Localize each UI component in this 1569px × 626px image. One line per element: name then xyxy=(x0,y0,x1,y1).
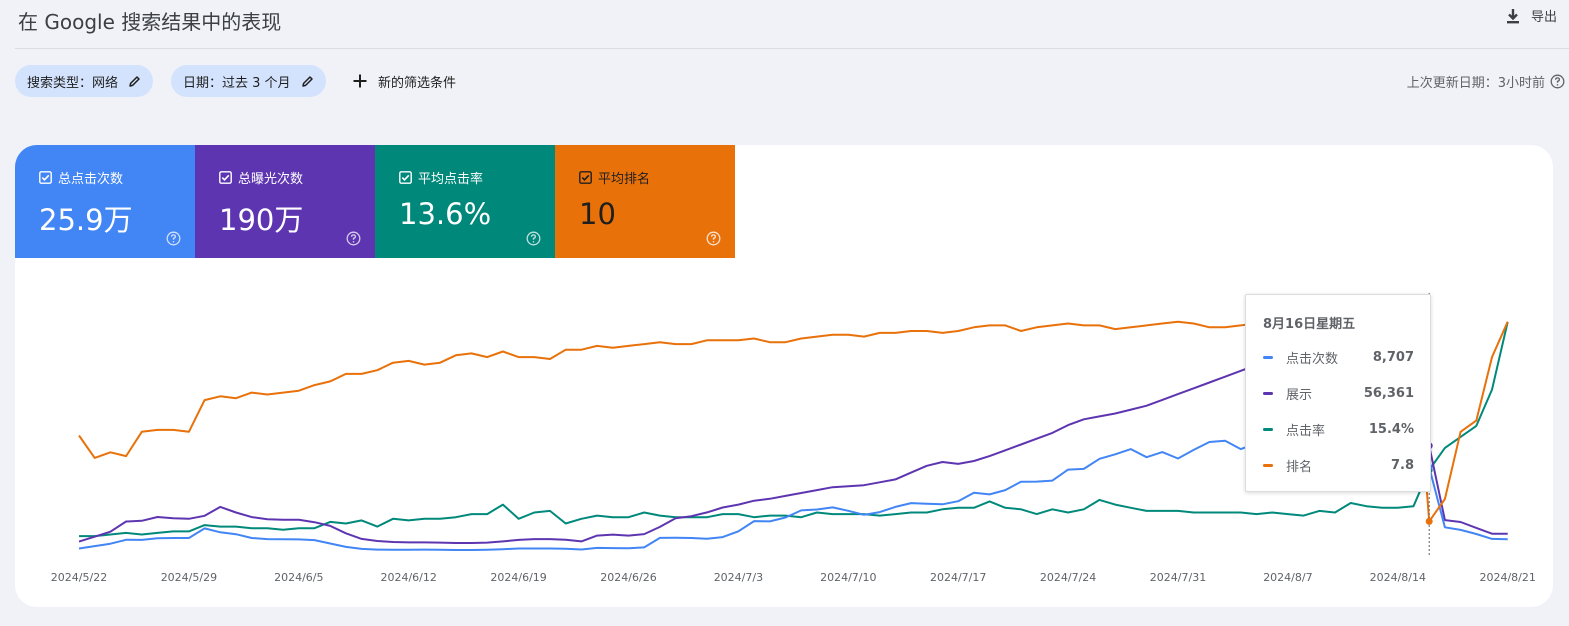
series-ctr-line xyxy=(79,321,1509,538)
x-tick-label: 2024/7/24 xyxy=(1040,571,1096,584)
tooltip-value: 7.8 xyxy=(1390,457,1414,473)
filter-chip-search-type[interactable]: 搜索类型：网络 xyxy=(15,65,154,97)
last-update-text: 上次更新日期：3小时前 xyxy=(1406,76,1545,91)
export-button[interactable]: 导出 xyxy=(1505,6,1557,25)
series-position-highlight-point xyxy=(1425,517,1433,525)
last-update: 上次更新日期：3小时前 xyxy=(1407,72,1565,91)
checkbox-checked-icon[interactable] xyxy=(579,171,592,184)
tooltip-row-position: 排名 7.8 xyxy=(1263,456,1414,475)
help-icon[interactable] xyxy=(706,231,721,246)
x-tick-label: 2024/7/10 xyxy=(820,571,876,584)
metric-value: 190万 xyxy=(219,203,304,237)
metric-label-text: 平均点击率 xyxy=(418,172,484,187)
help-icon[interactable] xyxy=(1550,74,1565,89)
filter-chip-label: 日期：过去 3 个月 xyxy=(183,75,291,91)
pencil-icon[interactable] xyxy=(128,75,141,88)
metric-card-impressions[interactable]: 总曝光次数 190万 xyxy=(195,145,375,258)
tooltip-value: 8,707 xyxy=(1372,349,1414,365)
x-tick-label: 2024/7/31 xyxy=(1150,571,1206,584)
x-tick-label: 2024/8/14 xyxy=(1370,571,1426,584)
metric-card-ctr[interactable]: 平均点击率 13.6% xyxy=(375,145,555,258)
add-filter-button[interactable]: 新的筛选条件 xyxy=(352,65,456,97)
filter-chip-date[interactable]: 日期：过去 3 个月 xyxy=(171,65,326,97)
tooltip-label: 点击次数 xyxy=(1286,351,1339,367)
add-filter-label: 新的筛选条件 xyxy=(378,75,457,91)
checkbox-checked-icon[interactable] xyxy=(39,171,52,184)
help-icon[interactable] xyxy=(346,231,361,246)
x-tick-label: 2024/8/21 xyxy=(1479,571,1535,584)
tooltip-value: 15.4% xyxy=(1368,421,1414,437)
metric-label: 总点击次数 xyxy=(39,168,123,187)
x-tick-label: 2024/6/19 xyxy=(490,571,546,584)
help-icon[interactable] xyxy=(526,231,541,246)
metric-value: 10 xyxy=(579,197,616,231)
tooltip-label: 排名 xyxy=(1286,459,1313,475)
x-tick-label: 2024/6/5 xyxy=(274,571,323,584)
metric-value: 25.9万 xyxy=(39,203,133,237)
help-icon[interactable] xyxy=(166,231,181,246)
tooltip-row-impressions: 展示 56,361 xyxy=(1263,384,1414,403)
tooltip-value: 56,361 xyxy=(1363,385,1414,401)
x-tick-label: 2024/7/17 xyxy=(930,571,986,584)
metric-card-position[interactable]: 平均排名 10 xyxy=(555,145,735,258)
x-tick-label: 2024/7/3 xyxy=(714,571,763,584)
pencil-icon[interactable] xyxy=(301,75,314,88)
legend-swatch xyxy=(1263,427,1273,431)
metric-label: 总曝光次数 xyxy=(219,168,303,187)
x-tick-label: 2024/5/29 xyxy=(161,571,217,584)
tooltip-row-ctr: 点击率 15.4% xyxy=(1263,420,1414,439)
chart-tooltip: 8月16日星期五 点击次数 8,707 展示 56,361 点击率 15.4% … xyxy=(1245,294,1431,492)
x-tick-label: 2024/6/12 xyxy=(380,571,436,584)
export-label: 导出 xyxy=(1530,10,1557,25)
tooltip-title: 8月16日星期五 xyxy=(1263,317,1356,332)
metric-label-text: 总曝光次数 xyxy=(238,172,304,187)
plus-icon xyxy=(353,74,367,88)
download-icon xyxy=(1506,8,1519,23)
metric-label: 平均排名 xyxy=(579,168,650,187)
checkbox-checked-icon[interactable] xyxy=(399,171,412,184)
tooltip-row-clicks: 点击次数 8,707 xyxy=(1263,348,1414,367)
x-tick-label: 2024/8/7 xyxy=(1263,571,1312,584)
filter-chip-label: 搜索类型：网络 xyxy=(27,75,119,91)
page-title: 在 Google 搜索结果中的表现 xyxy=(18,10,282,34)
x-tick-label: 2024/5/22 xyxy=(51,571,107,584)
metric-label-text: 平均排名 xyxy=(598,172,651,187)
metric-card-clicks[interactable]: 总点击次数 25.9万 xyxy=(15,145,195,258)
performance-card: 总点击次数 25.9万 总曝光次数 190万 平均点击率 13.6% 平均排名 … xyxy=(15,145,1553,607)
legend-swatch xyxy=(1263,391,1273,395)
legend-swatch xyxy=(1263,355,1273,359)
metric-label-text: 总点击次数 xyxy=(58,172,124,187)
legend-swatch xyxy=(1263,463,1273,467)
tooltip-label: 展示 xyxy=(1286,387,1313,403)
x-tick-label: 2024/6/26 xyxy=(600,571,656,584)
checkbox-checked-icon[interactable] xyxy=(219,171,232,184)
metric-value: 13.6% xyxy=(399,197,492,231)
metric-label: 平均点击率 xyxy=(399,168,483,187)
header-divider xyxy=(15,48,1569,49)
tooltip-label: 点击率 xyxy=(1286,423,1326,439)
